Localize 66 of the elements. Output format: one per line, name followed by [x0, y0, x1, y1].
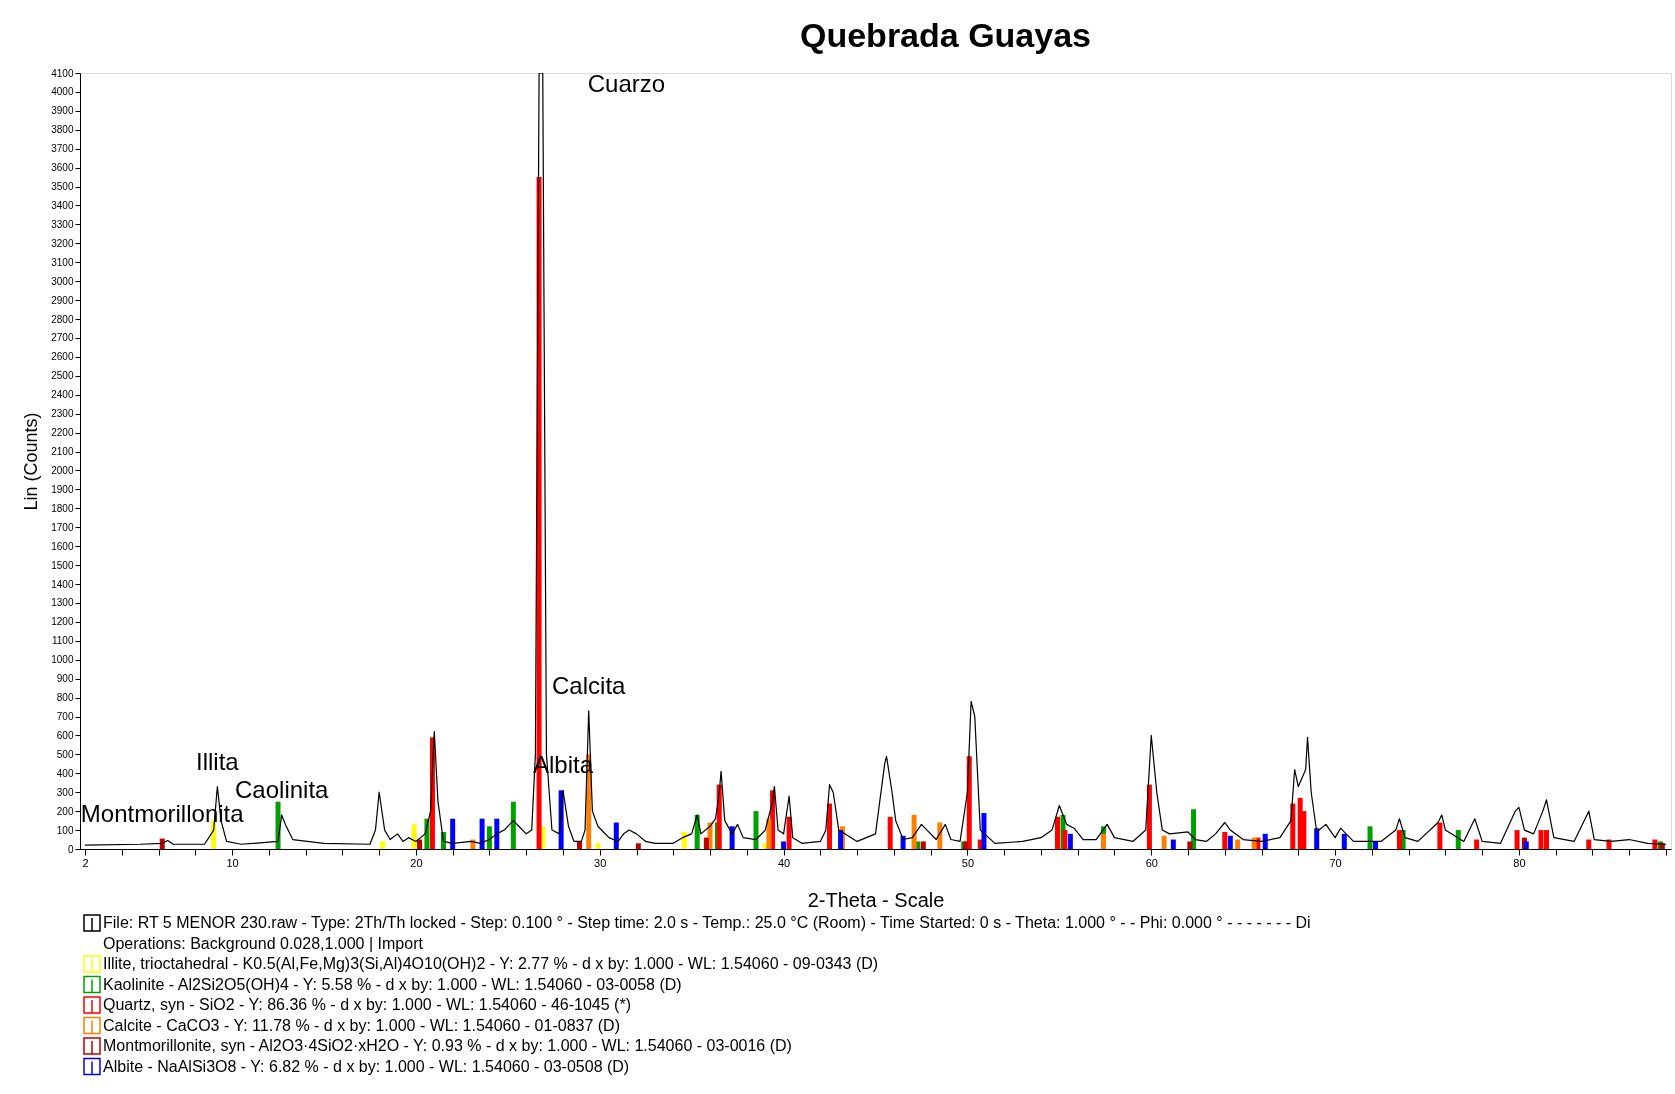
y-tick-label: 200: [56, 805, 74, 817]
y-tick-label: 3800: [51, 124, 74, 136]
legend-label: Montmorillonite, syn - Al2O3·4SiO2·xH2O - Y: 0.93 % - d x by: 1.000 - WL: 1.54060 - 03-0016 (D): [103, 1037, 792, 1054]
x-tick-label: 40: [777, 856, 791, 869]
y-tick-label: 2800: [51, 313, 74, 325]
legend-label: Calcite - CaCO3 - Y: 11.78 % - d x by: 1.000 - WL: 1.54060 - 01-0837 (D): [103, 1016, 620, 1034]
y-tick-label: 500: [56, 748, 74, 760]
y-tick-label: 400: [56, 767, 74, 779]
y-tick-label: 3300: [51, 218, 74, 230]
x-tick-label: 50: [961, 856, 975, 869]
y-tick-label: 700: [56, 711, 74, 723]
y-tick-label: 1700: [51, 521, 74, 533]
y-tick-label: 3600: [51, 162, 74, 174]
annotation: Caolinita: [235, 775, 330, 803]
y-tick-label: 2400: [51, 389, 74, 401]
y-tick-label: 2900: [51, 294, 74, 306]
x-tick-label: 80: [1513, 856, 1526, 869]
y-tick-label: 1200: [51, 616, 74, 628]
y-tick-label: 1000: [51, 654, 74, 666]
y-tick-label: 3900: [51, 105, 74, 117]
y-axis-title: Lin (Counts): [21, 412, 42, 511]
legend-label: Albite - NaAlSi3O8 - Y: 6.82 % - d x by: 1.000 - WL: 1.54060 - 03-0508 (D): [103, 1057, 630, 1075]
annotation: Calcita: [552, 671, 627, 699]
annotation: Illita: [196, 747, 240, 775]
y-tick-label: 4000: [51, 86, 74, 98]
x-axis-title: 2-Theta - Scale: [807, 888, 945, 911]
y-tick-label: 1100: [51, 635, 74, 647]
x-tick-label: 10: [226, 856, 239, 869]
annotation: Cuarzo: [587, 70, 666, 97]
y-tick-label: 2100: [51, 446, 74, 458]
y-tick-label: 600: [56, 729, 74, 741]
legend-label: Kaolinite - Al2Si2O5(OH)4 - Y: 5.58 % - d x by: 1.000 - WL: 1.54060 - 03-0058 (D): [103, 975, 682, 993]
y-tick-label: 3400: [51, 199, 74, 211]
y-tick-label: 2200: [51, 427, 74, 439]
y-tick-label: 1300: [51, 597, 74, 609]
legend-label: Quartz, syn - SiO2 - Y: 86.36 % - d x by: 1.000 - WL: 1.54060 - 46-1045 (*): [103, 996, 631, 1013]
y-tick-label: 3100: [51, 256, 74, 268]
x-tick-label: 20: [410, 856, 423, 869]
y-tick-label: 0: [67, 843, 74, 855]
text: Operations: Background 0.028,1.000 | Import: [103, 934, 424, 952]
y-tick-label: 800: [56, 692, 74, 704]
x-tick-label: 30: [594, 856, 607, 869]
y-tick-label: 100: [56, 824, 74, 836]
legend-label: Illite, trioctahedral - K0.5(Al,Fe,Mg)3(Si,Al)4O10(OH)2 - Y: 2.77 % - d x by: 1.000 - WL: 1.54060 - 09-0343 (D): [103, 955, 879, 972]
y-tick-label: 1600: [51, 540, 74, 552]
x-tick-label: 2: [82, 856, 89, 869]
legend-label: File: RT 5 MENOR 230.raw - Type: 2Th/Th locked - Step: 0.100 ° - Step time: 2.0 s - Temp.: 25.0 °C (Room) - Time Started: 0 s - Theta: 1.000 ° - - Phi: 0.000 ° - - - - - - - Di: [103, 914, 1311, 931]
y-tick-label: 300: [56, 786, 74, 798]
y-tick-label: 2000: [51, 464, 74, 476]
y-tick-label: 2300: [51, 408, 74, 420]
y-tick-label: 4100: [51, 67, 74, 79]
y-tick-label: 3500: [51, 181, 74, 193]
y-tick-label: 3000: [51, 275, 74, 287]
x-tick-label: 60: [1145, 856, 1158, 869]
chart-title: Quebrada Guayas: [799, 16, 1092, 54]
y-tick-label: 2600: [51, 351, 74, 363]
y-tick-label: 2700: [51, 332, 74, 344]
y-tick-label: 3700: [51, 143, 74, 155]
y-tick-label: 1400: [51, 578, 74, 590]
y-tick-label: 900: [56, 673, 74, 685]
y-tick-label: 1500: [51, 559, 74, 571]
y-tick-label: 2500: [51, 370, 74, 382]
y-tick-label: 1800: [51, 502, 74, 514]
y-tick-label: 1900: [51, 483, 74, 495]
x-tick-label: 70: [1329, 856, 1342, 869]
y-tick-label: 3200: [51, 237, 74, 249]
